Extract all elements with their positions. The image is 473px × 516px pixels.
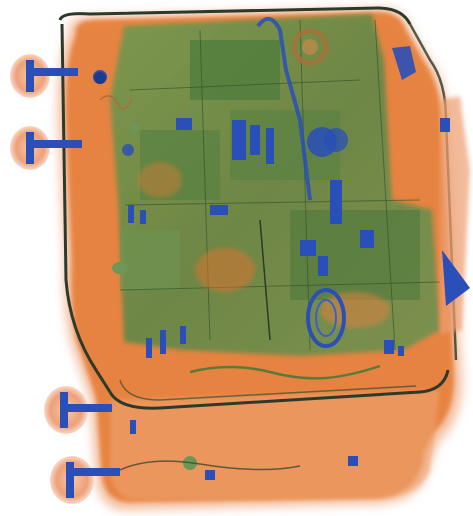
laptop-board [93, 14, 441, 480]
wheel-assembly [10, 54, 120, 504]
coin-cell [94, 72, 106, 84]
cable [99, 17, 381, 471]
side-handle [392, 46, 470, 334]
